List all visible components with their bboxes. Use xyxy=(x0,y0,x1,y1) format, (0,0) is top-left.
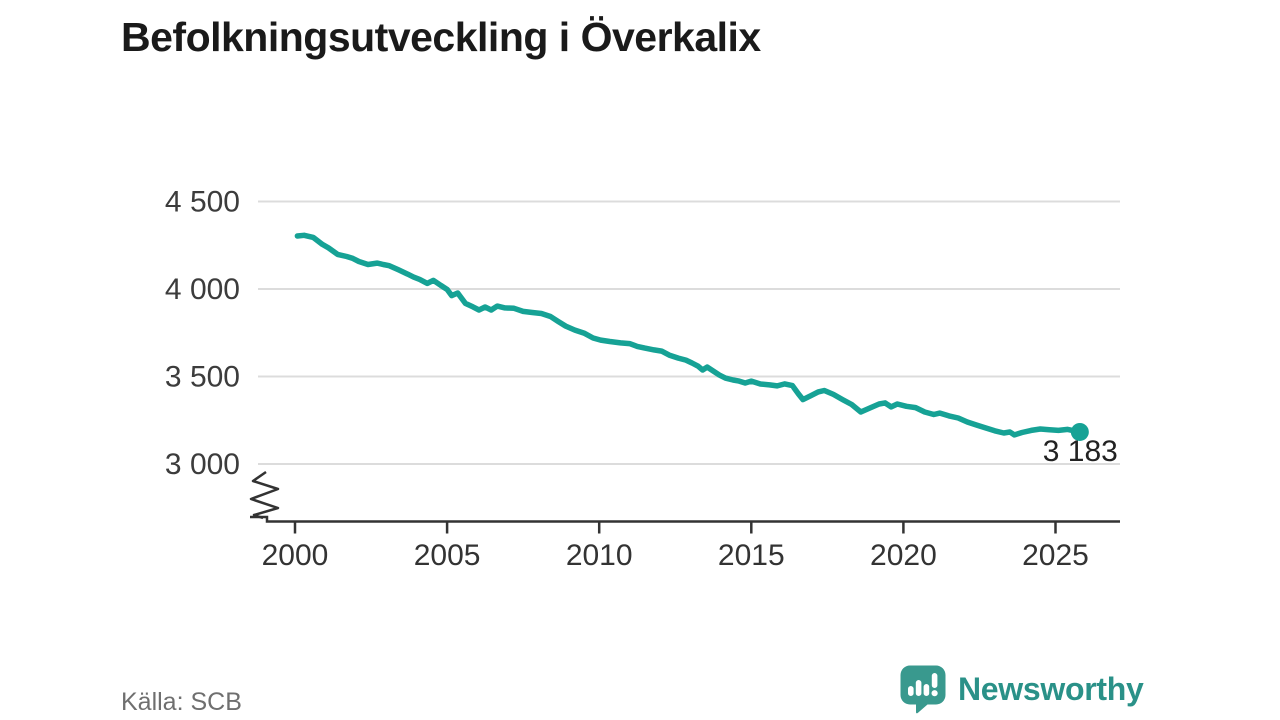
last-value-label: 3 183 xyxy=(1043,435,1118,468)
y-tick-label-4500: 4 500 xyxy=(165,186,240,219)
x-tick-label-2005: 2005 xyxy=(414,539,481,572)
x-tick-label-2015: 2015 xyxy=(718,539,785,572)
brand-name: Newsworthy xyxy=(958,670,1144,707)
y-tick-label-3000: 3 000 xyxy=(165,448,240,481)
x-tick-label-2010: 2010 xyxy=(566,539,633,572)
source-note: Källa: SCB xyxy=(121,688,242,716)
y-tick-label-3500: 3 500 xyxy=(165,361,240,394)
last-point-marker xyxy=(1070,422,1089,441)
page-title: Befolkningsutveckling i Överkalix xyxy=(121,14,761,60)
axis-break-squiggle xyxy=(249,470,280,520)
speech-bubble-shape xyxy=(900,665,946,714)
x-tick-label-2000: 2000 xyxy=(262,539,329,572)
brand-lockup: Newsworthy xyxy=(899,664,1144,714)
population-line xyxy=(294,232,1083,438)
x-tick-label-2020: 2020 xyxy=(870,539,937,572)
newsworthy-logo-icon xyxy=(900,665,946,714)
bar-chart-exclamation-icon xyxy=(908,673,938,697)
y-tick-label-4000: 4 000 xyxy=(165,273,240,306)
x-axis-line xyxy=(250,515,1120,523)
x-tick-label-2025: 2025 xyxy=(1022,539,1089,572)
